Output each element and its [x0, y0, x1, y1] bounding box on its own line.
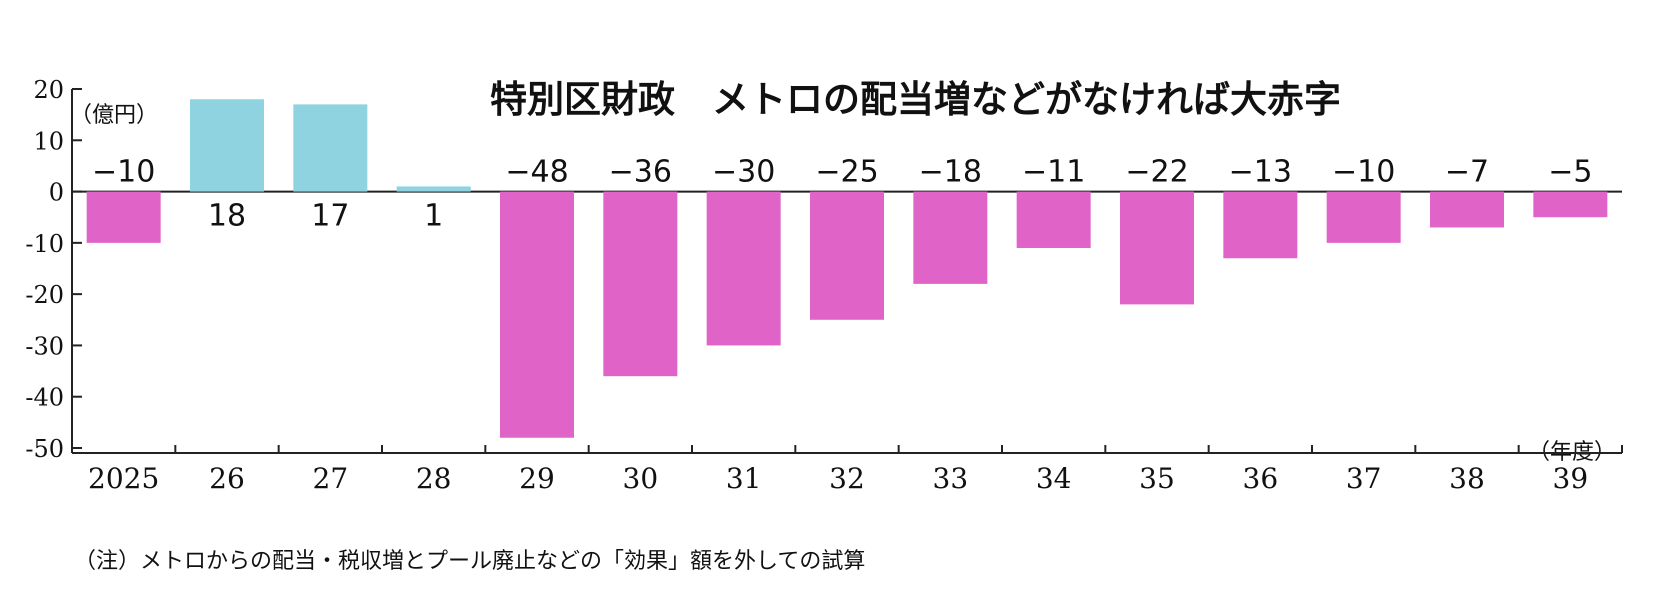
bar — [190, 99, 264, 192]
y-tick-label: 0 — [49, 179, 64, 207]
bar-value-label: 18 — [208, 199, 246, 234]
bar — [1223, 191, 1298, 259]
x-tick-label: 36 — [1243, 462, 1279, 495]
x-tick-label: 33 — [933, 462, 969, 495]
bar-value-label: −10 — [92, 155, 155, 190]
y-tick-label: -50 — [25, 435, 64, 463]
bar-value-label: −30 — [712, 155, 775, 190]
bar — [706, 191, 781, 346]
bar-value-label: −25 — [815, 155, 878, 190]
bar-value-label: −36 — [609, 155, 672, 190]
bar-value-label: −18 — [919, 155, 982, 190]
x-tick-label: 30 — [623, 462, 659, 495]
y-tick-label: -10 — [25, 230, 64, 258]
chart-title: 特別区財政 メトロの配当増などがなければ大赤字 — [490, 78, 1341, 121]
x-tick-label: 35 — [1139, 462, 1175, 495]
bar-value-label: −48 — [505, 155, 568, 190]
bar — [603, 191, 678, 377]
x-tick-label: 38 — [1449, 462, 1485, 495]
chart-footnote: （注）メトロからの配当・税収増とプール廃止などの「効果」額を外しての試算 — [74, 549, 865, 574]
y-tick-label: 20 — [33, 76, 64, 104]
x-tick-label: 27 — [313, 462, 349, 495]
x-tick-label: 28 — [416, 462, 452, 495]
x-axis: 2025 26 27 28 29 30 31 32 33 34 35 36 37 38 39 — [71, 445, 1623, 495]
x-tick-label: 26 — [209, 462, 245, 495]
bar-value-label: −5 — [1548, 155, 1592, 190]
bar — [1120, 191, 1194, 305]
y-tick-label: 10 — [33, 127, 64, 155]
x-tick-label: 34 — [1036, 462, 1072, 495]
bar — [293, 104, 368, 192]
bar-series: −10 18 17 1 −48 −36 −30 −25 −18 −11 −22 −13 −10 −7 −5 — [86, 99, 1608, 438]
x-tick-label: 2025 — [88, 462, 159, 495]
bar-value-label: 17 — [311, 199, 349, 234]
bar — [913, 191, 988, 284]
bar — [86, 191, 161, 243]
x-tick-label: 39 — [1553, 462, 1589, 495]
bar-value-label: −11 — [1022, 155, 1085, 190]
y-axis-unit-label: （億円） — [70, 103, 158, 128]
bar — [396, 186, 471, 192]
bar — [500, 191, 574, 438]
y-tick-label: -20 — [25, 281, 64, 309]
bar — [810, 191, 884, 320]
bar — [1016, 191, 1091, 248]
bar-value-label: −13 — [1229, 155, 1292, 190]
x-tick-label: 31 — [726, 462, 762, 495]
bar-value-label: 1 — [424, 199, 443, 234]
bar-value-label: −22 — [1125, 155, 1188, 190]
x-tick-label: 37 — [1346, 462, 1382, 495]
bar-value-label: −7 — [1445, 155, 1489, 190]
y-tick-label: -40 — [25, 384, 64, 412]
x-tick-label: 32 — [829, 462, 865, 495]
bar — [1430, 191, 1504, 228]
bar — [1326, 191, 1401, 243]
x-tick-label: 29 — [519, 462, 555, 495]
bar-value-label: −10 — [1332, 155, 1395, 190]
y-tick-label: -30 — [25, 332, 64, 360]
bar — [1533, 191, 1608, 218]
